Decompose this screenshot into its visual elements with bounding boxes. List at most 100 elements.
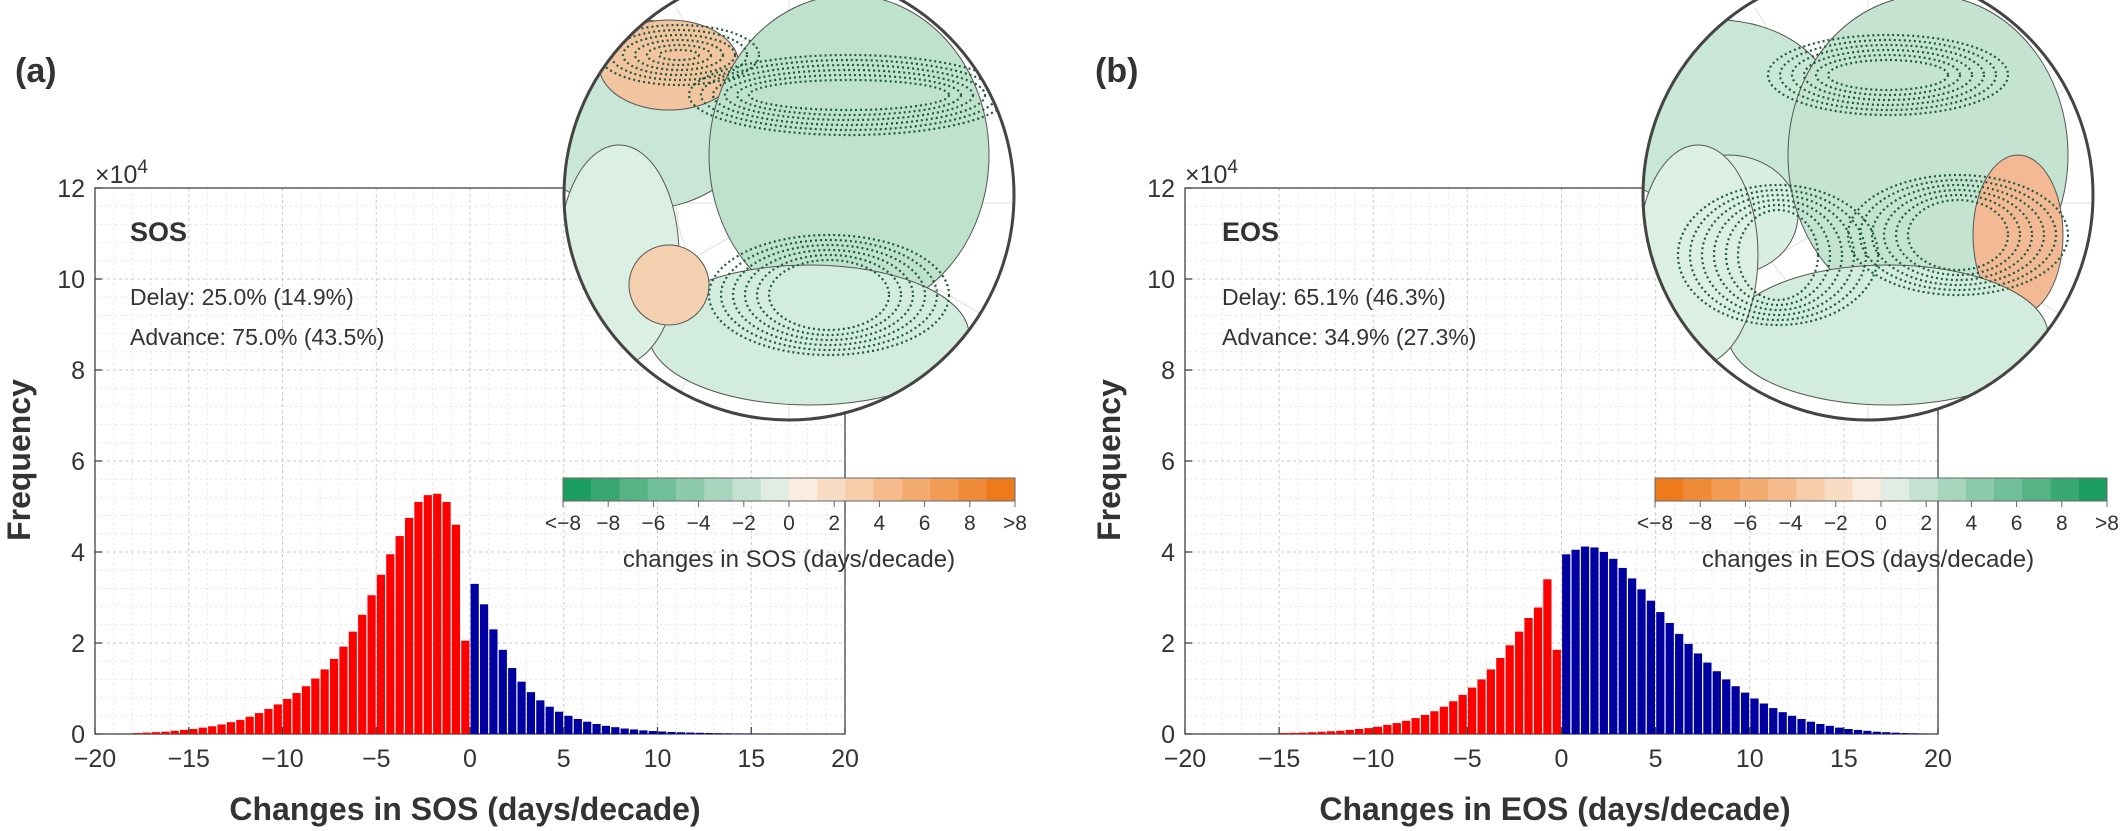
histogram-bar: [1910, 733, 1919, 734]
colorbar-swatch: [1994, 478, 2023, 501]
y-tick-label: 12: [57, 175, 85, 203]
colorbar-swatch: [1824, 478, 1854, 501]
panel-b-delay-text: Delay: 65.1% (46.3%): [1222, 284, 1446, 310]
histogram-bar: [1345, 729, 1354, 734]
colorbar-tick-label: 6: [919, 512, 931, 535]
histogram-bar: [639, 730, 648, 734]
histogram-bar: [676, 732, 686, 734]
histogram-bar: [414, 501, 423, 734]
histogram-bar: [1665, 622, 1674, 734]
histogram-bar: [386, 554, 395, 734]
colorbar-swatch: [1739, 478, 1769, 501]
histogram-bar: [348, 631, 357, 734]
histogram-bar: [508, 668, 517, 734]
x-tick-label: 15: [737, 745, 765, 773]
colorbar-swatch: [902, 478, 931, 501]
panel-a-exponent-label: ×104: [95, 157, 148, 189]
histogram-bar: [1693, 653, 1703, 734]
histogram-bar: [1420, 714, 1430, 734]
histogram-bar: [592, 723, 601, 734]
histogram-bar: [273, 704, 282, 734]
histogram-bar: [564, 715, 573, 734]
x-tick-label: −5: [1453, 745, 1482, 773]
histogram-bar: [254, 713, 264, 734]
colorbar-swatch: [1909, 478, 1938, 501]
colorbar-swatch: [873, 478, 903, 501]
map-significance-stipple: [1778, 38, 1998, 112]
histogram-bar: [1411, 718, 1420, 734]
histogram-bar: [1769, 708, 1778, 734]
histogram-bar: [545, 706, 554, 734]
colorbar-tick-label: <−8: [545, 512, 581, 535]
map-significance-stipple: [1766, 33, 2010, 117]
colorbar-swatch: [563, 478, 592, 501]
colorbar-swatch: [986, 478, 1016, 501]
x-tick-label: 0: [463, 745, 477, 773]
map-significance-stipple: [719, 238, 939, 352]
map-significance-stipple: [609, 28, 749, 82]
histogram-bar: [179, 729, 189, 734]
histogram-bar: [1788, 715, 1797, 734]
histogram-bar: [1402, 720, 1411, 734]
map-significance-stipple: [1736, 208, 1820, 302]
histogram-bar: [451, 524, 461, 734]
histogram-bar: [1684, 643, 1693, 734]
colorbar-swatch: [704, 478, 733, 501]
histogram-bar: [1835, 727, 1844, 734]
histogram-bar: [1458, 694, 1467, 734]
histogram-bar: [320, 669, 329, 734]
histogram-bar: [620, 728, 629, 734]
histogram-bar: [367, 595, 376, 734]
colorbar-swatch: [1655, 478, 1684, 501]
histogram-bar: [1590, 547, 1599, 734]
y-tick-label: 10: [57, 266, 85, 294]
histogram-bar: [1882, 732, 1891, 734]
histogram-bar: [498, 649, 507, 734]
panel-b-colorbar-label: changes in EOS (days/decade): [1702, 546, 2034, 573]
colorbar-tick-label: 6: [2011, 512, 2023, 535]
histogram-bar: [1336, 730, 1345, 734]
histogram-bar: [1289, 732, 1298, 734]
histogram-bar: [479, 604, 489, 734]
colorbar-tick-label: 0: [783, 512, 795, 535]
histogram-bar: [170, 730, 179, 734]
x-tick-label: −15: [1258, 745, 1300, 773]
x-tick-label: −10: [261, 745, 303, 773]
map-significance-stipple: [723, 68, 975, 122]
colorbar-tick-label: −6: [641, 512, 665, 535]
y-tick-label: 8: [71, 357, 85, 385]
colorbar-tick-label: >8: [1003, 512, 1027, 535]
histogram-bar: [1825, 725, 1834, 734]
colorbar-tick-label: 8: [2056, 512, 2068, 535]
histogram-bar: [1552, 649, 1561, 734]
colorbar-tick-label: −2: [732, 512, 756, 535]
histogram-bar: [704, 732, 714, 734]
colorbar-tick-label: 8: [964, 512, 976, 535]
colorbar-swatch: [1796, 478, 1825, 501]
histogram-bar: [142, 732, 151, 734]
map-significance-stipple: [755, 253, 903, 337]
x-tick-label: −5: [362, 745, 391, 773]
x-tick-label: −20: [1164, 745, 1206, 773]
colorbar-swatch: [2078, 478, 2108, 501]
histogram-bar: [601, 725, 611, 734]
map-significance-stipple: [767, 258, 891, 332]
histogram-bar: [151, 732, 161, 734]
map-significance-stipple: [621, 33, 737, 77]
histogram-bar: [526, 692, 536, 734]
colorbar-swatch: [1711, 478, 1741, 501]
histogram-bar: [1891, 732, 1900, 734]
colorbar-swatch: [591, 478, 620, 501]
map-significance-stipple: [633, 38, 725, 72]
y-tick-label: 12: [1147, 175, 1175, 203]
colorbar-swatch: [1683, 478, 1712, 501]
x-tick-label: 15: [1830, 745, 1858, 773]
map-significance-stipple: [1906, 198, 2010, 272]
colorbar-swatch: [2022, 478, 2051, 501]
map-significance-stipple: [743, 248, 915, 342]
histogram-bar: [1712, 671, 1721, 734]
colorbar-swatch: [930, 478, 959, 501]
colorbar-tick-label: −4: [1779, 512, 1803, 535]
histogram-bar: [1571, 549, 1580, 734]
histogram-bar: [358, 614, 367, 734]
